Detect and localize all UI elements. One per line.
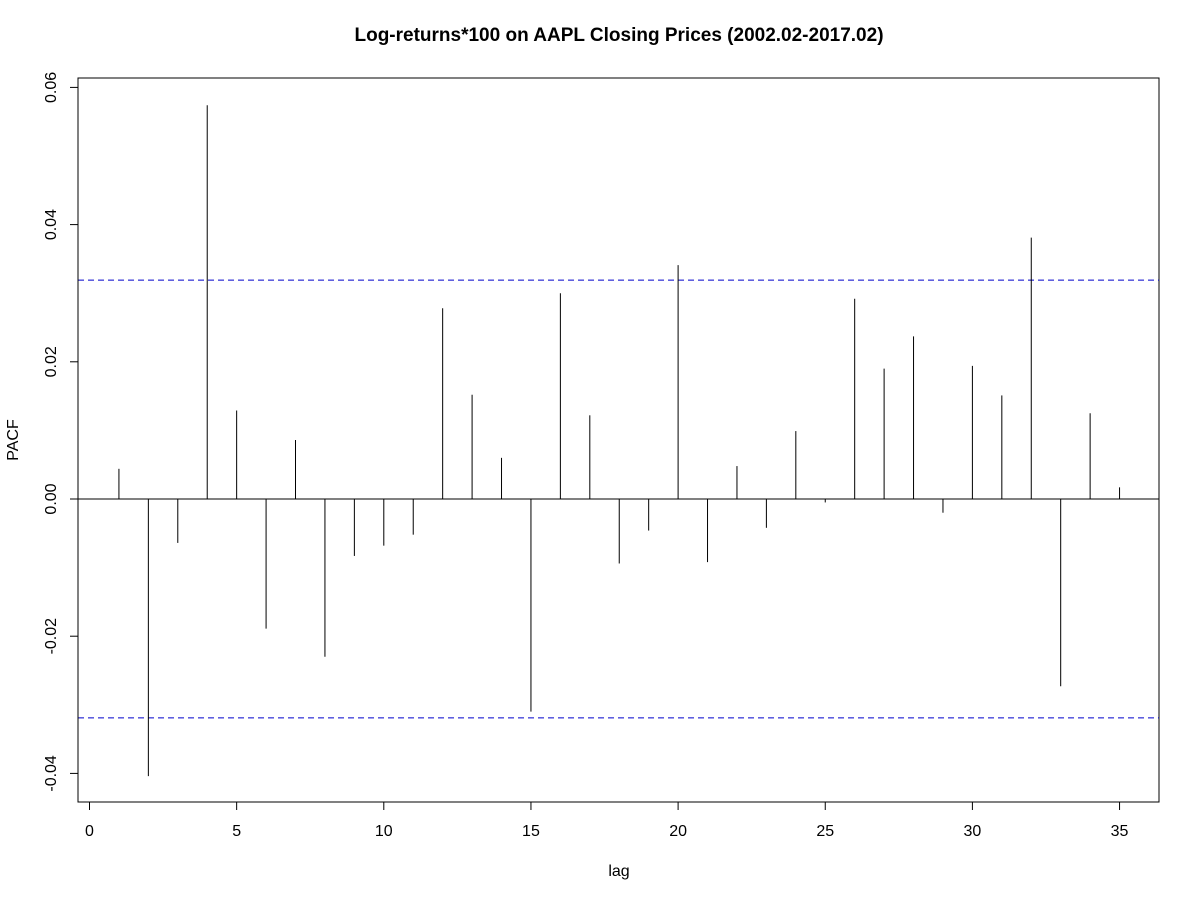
- x-tick-label: 0: [85, 823, 94, 840]
- y-tick-label: 0.02: [43, 346, 60, 377]
- x-tick-label: 10: [375, 823, 393, 840]
- x-tick-label: 20: [669, 823, 687, 840]
- y-tick-label: -0.04: [43, 755, 60, 792]
- y-axis-label: PACF: [5, 419, 22, 461]
- x-tick-label: 35: [1111, 823, 1129, 840]
- x-axis: 0 5 10 15 20 25 30 35: [85, 801, 1129, 840]
- x-tick-label: 15: [522, 823, 540, 840]
- y-tick-label: 0.04: [43, 209, 60, 240]
- y-tick-label: 0.06: [43, 72, 60, 103]
- plot-frame: [77, 77, 1160, 803]
- x-tick-label: 5: [232, 823, 241, 840]
- bars-group: [78, 105, 1159, 777]
- x-axis-label: lag: [608, 863, 629, 880]
- chart-title: Log-returns*100 on AAPL Closing Prices (…: [354, 25, 883, 46]
- x-tick-label: 25: [816, 823, 834, 840]
- y-tick-label: 0.00: [43, 483, 60, 514]
- x-tick-label: 30: [964, 823, 982, 840]
- y-axis: -0.04 -0.02 0.00 0.02 0.04 0.06: [43, 72, 79, 792]
- y-tick-label: -0.02: [43, 618, 60, 655]
